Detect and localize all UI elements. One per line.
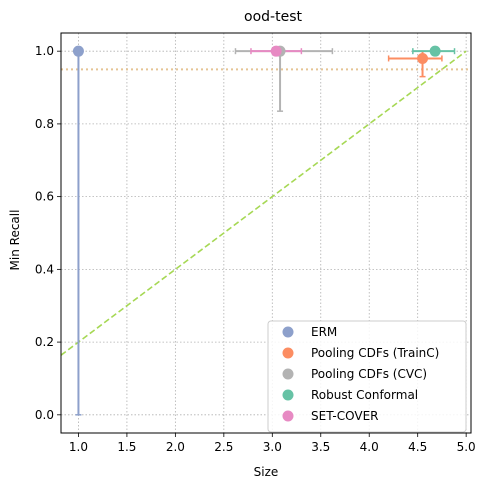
legend: ERM Pooling CDFs (TrainC) Pooling CDFs (CV… <box>267 320 467 433</box>
y-tick-label: 0.6 <box>35 190 54 204</box>
legend-entry: Robust Conformal <box>282 388 418 402</box>
y-tick-label: 0.0 <box>35 408 54 422</box>
legend-marker <box>282 347 294 359</box>
reference-lines <box>60 50 471 356</box>
legend-marker <box>282 410 294 422</box>
plot-frame <box>60 32 472 434</box>
legend-box <box>267 320 467 433</box>
diagonal-reference-line <box>60 50 467 356</box>
y-tick-label: 0.8 <box>35 117 54 131</box>
x-axis-title: Size <box>254 465 279 479</box>
y-tick-label: 0.4 <box>35 262 54 276</box>
legend-label: Pooling CDFs (CVC) <box>311 367 427 381</box>
legend-entry: ERM <box>282 325 337 339</box>
x-tick-label: 1.5 <box>117 440 136 454</box>
x-tick-label: 4.5 <box>408 440 427 454</box>
data-point <box>429 45 441 57</box>
legend-label: Pooling CDFs (TrainC) <box>311 346 439 360</box>
y-axis-title: Min Recall <box>8 210 22 271</box>
legend-entry: Pooling CDFs (CVC) <box>282 367 427 381</box>
x-tick-label: 3.0 <box>263 440 282 454</box>
chart-title: ood-test <box>244 9 302 25</box>
data-point <box>72 45 84 57</box>
x-tick-label: 4.0 <box>360 440 379 454</box>
x-tick-label: 2.0 <box>166 440 185 454</box>
legend-label: Robust Conformal <box>311 388 418 402</box>
y-tick-label: 1.0 <box>35 44 54 58</box>
x-axis-ticks: 1.0 1.5 2.0 2.5 3.0 3.5 4.0 4.5 5.0 <box>69 433 476 454</box>
y-tick-label: 0.2 <box>35 335 54 349</box>
legend-label: SET-COVER <box>311 409 379 423</box>
legend-entry: Pooling CDFs (TrainC) <box>282 346 439 360</box>
legend-marker <box>282 368 294 380</box>
data-point <box>417 52 429 64</box>
data-points <box>72 45 441 64</box>
x-tick-label: 1.0 <box>69 440 88 454</box>
x-tick-label: 2.5 <box>214 440 233 454</box>
data-point <box>270 45 282 57</box>
legend-marker <box>282 389 294 401</box>
x-tick-label: 3.5 <box>311 440 330 454</box>
legend-marker <box>282 326 294 338</box>
grid <box>61 33 471 433</box>
x-tick-label: 5.0 <box>457 440 476 454</box>
legend-label: ERM <box>311 325 337 339</box>
legend-entry: SET-COVER <box>282 409 379 423</box>
y-axis-ticks: 0.0 0.2 0.4 0.6 0.8 1.0 <box>35 44 61 422</box>
